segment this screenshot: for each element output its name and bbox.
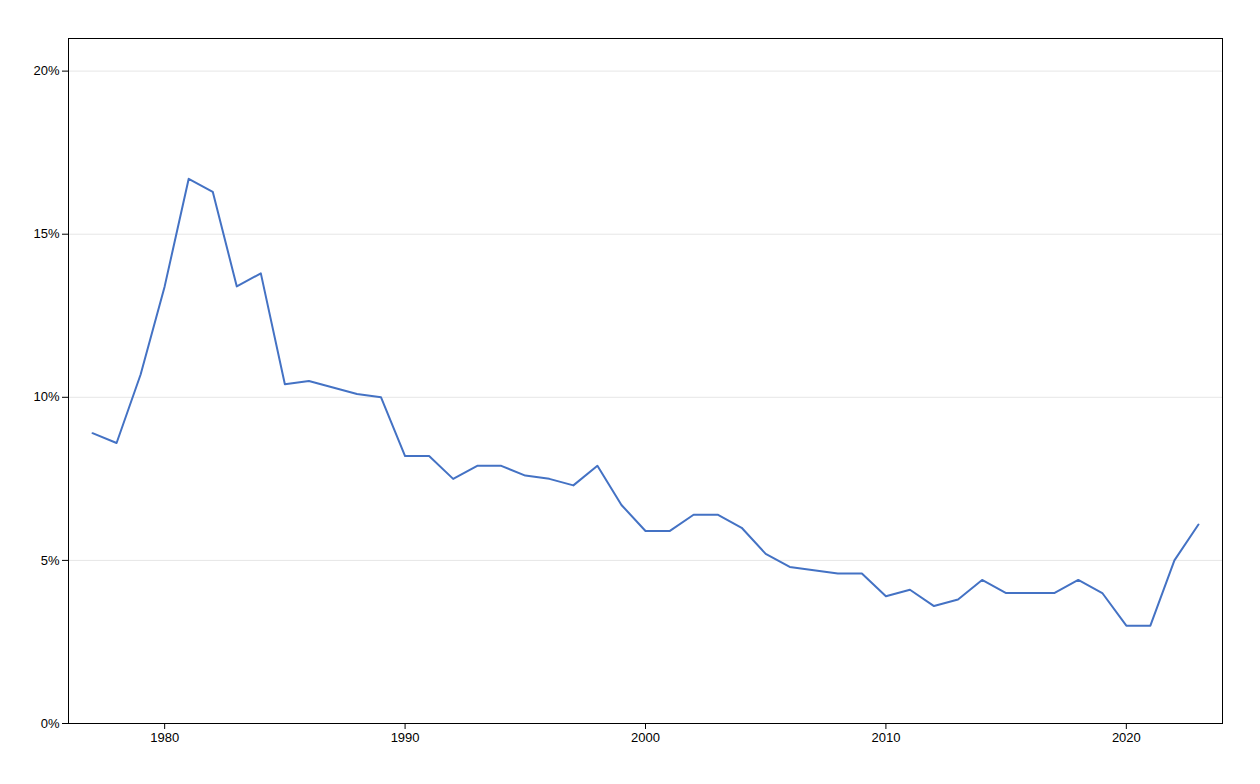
svg-text:0%: 0% (41, 716, 60, 731)
svg-text:1980: 1980 (150, 730, 179, 745)
svg-text:2000: 2000 (631, 730, 660, 745)
svg-text:2020: 2020 (1112, 730, 1141, 745)
svg-text:10%: 10% (33, 389, 59, 404)
svg-text:15%: 15% (33, 226, 59, 241)
svg-text:5%: 5% (41, 553, 60, 568)
svg-text:2010: 2010 (871, 730, 900, 745)
svg-text:20%: 20% (33, 63, 59, 78)
svg-text:1990: 1990 (391, 730, 420, 745)
